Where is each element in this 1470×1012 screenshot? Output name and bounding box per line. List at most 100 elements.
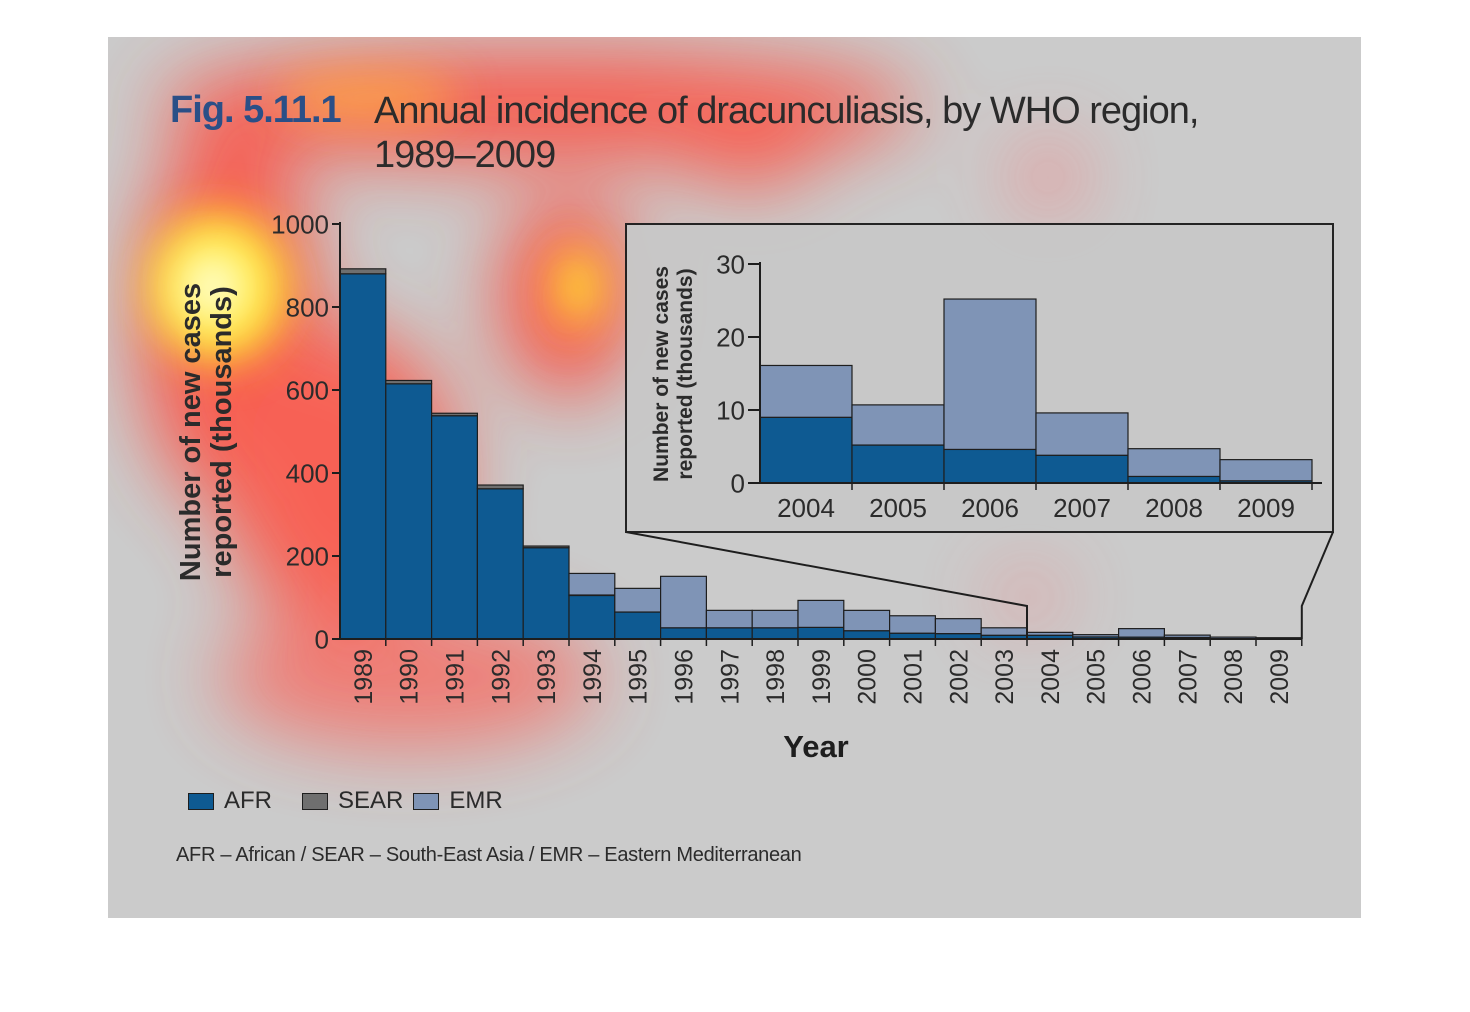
main-bar-afr-1990 — [385, 383, 433, 640]
main-y-tick-label-0: 0 — [315, 624, 329, 654]
inset-bar-emr-2004 — [759, 364, 853, 418]
main-bar-emr-2000 — [843, 609, 891, 632]
inset-x-tick-label-2009: 2009 — [1237, 493, 1295, 523]
main-x-tick-label-1994: 1994 — [579, 649, 607, 705]
main-x-axis-label: Year — [783, 729, 849, 764]
main-x-tick-label-1995: 1995 — [625, 649, 653, 705]
legend-item-afr: AFR — [188, 787, 272, 815]
figure-title: Annual incidence of dracunculiasis, by W… — [374, 90, 1199, 176]
main-y-axis-label-line-2: reported (thousands) — [206, 286, 238, 578]
main-y-tick-label-200: 200 — [286, 541, 329, 571]
inset-x-tick-label-2006: 2006 — [961, 493, 1019, 523]
main-bar-afr-1998 — [751, 627, 799, 640]
main-x-tick-label-2007: 2007 — [1174, 649, 1202, 705]
main-bar-afr-1997 — [705, 627, 753, 640]
main-x-tick-label-2009: 2009 — [1266, 649, 1294, 705]
legend-item-emr: EMR — [413, 787, 503, 815]
figure-number: Fig. 5.11.1 — [170, 89, 342, 131]
inset-y-tick-label-10: 10 — [716, 395, 745, 425]
main-bar-emr-2002 — [934, 618, 982, 635]
main-x-tick-label-2006: 2006 — [1129, 649, 1157, 705]
main-bar-emr-2005 — [1072, 634, 1120, 638]
inset-x-tick-label-2008: 2008 — [1145, 493, 1203, 523]
attention-heatmap-overlay — [138, 52, 1088, 747]
inset-bar-afr-2006 — [943, 448, 1037, 484]
main-x-tick-label-2002: 2002 — [945, 649, 973, 705]
main-x-tick-label-2000: 2000 — [854, 649, 882, 705]
inset-y-axis-label-line-1: Number of new cases — [650, 266, 673, 482]
main-bar-emr-1995 — [614, 587, 662, 613]
main-bar-sear-1990 — [385, 379, 433, 385]
main-bar-emr-2004 — [1026, 631, 1074, 636]
legend-swatch-sear — [302, 792, 328, 810]
main-bar-emr-2007 — [1163, 634, 1211, 639]
inset-bar-emr-2009 — [1219, 459, 1313, 482]
inset-bar-emr-2006 — [943, 298, 1037, 451]
main-bar-afr-1989 — [339, 273, 387, 640]
inset-bar-afr-2007 — [1035, 454, 1129, 484]
inset-x-tick-label-2007: 2007 — [1053, 493, 1111, 523]
main-bar-emr-1997 — [705, 609, 753, 629]
main-bar-emr-1999 — [797, 599, 845, 628]
inset-y-tick-label-0: 0 — [731, 468, 745, 498]
main-bar-emr-2003 — [980, 627, 1028, 636]
main-y-axis-label-line-1: Number of new cases — [175, 283, 207, 581]
main-x-tick-label-1996: 1996 — [671, 649, 699, 705]
legend-label-emr: EMR — [449, 787, 503, 814]
main-x-tick-label-2003: 2003 — [991, 649, 1019, 705]
main-bar-afr-1999 — [797, 626, 845, 640]
inset-y-tick-label-20: 20 — [716, 322, 745, 352]
inset-bar-afr-2005 — [851, 444, 945, 484]
main-bar-afr-1995 — [614, 611, 662, 640]
main-bar-afr-1991 — [431, 415, 479, 640]
main-bar-emr-1994 — [568, 572, 616, 596]
main-y-tick-label-400: 400 — [286, 458, 329, 488]
main-x-tick-label-1998: 1998 — [762, 649, 790, 705]
main-bar-afr-1992 — [476, 488, 524, 640]
main-y-tick-label-1000: 1000 — [271, 209, 329, 239]
main-x-tick-label-2005: 2005 — [1083, 649, 1111, 705]
main-bar-sear-1991 — [431, 412, 479, 417]
inset-bar-emr-2005 — [851, 404, 945, 446]
main-x-tick-label-2004: 2004 — [1037, 649, 1065, 705]
main-bar-emr-2006 — [1117, 628, 1165, 638]
main-bar-afr-2000 — [843, 630, 891, 640]
inset-bar-emr-2007 — [1035, 412, 1129, 456]
main-x-tick-label-2008: 2008 — [1220, 649, 1248, 705]
main-x-tick-label-1989: 1989 — [350, 649, 378, 705]
legend-item-sear: SEAR — [302, 787, 403, 815]
main-bar-afr-1996 — [659, 627, 707, 640]
main-x-tick-label-1990: 1990 — [396, 649, 424, 705]
legend-swatch-afr — [188, 792, 214, 810]
inset-y-tick-label-30: 30 — [716, 249, 745, 279]
main-bar-afr-1994 — [568, 594, 616, 640]
main-y-tick-label-800: 800 — [286, 292, 329, 322]
main-x-tick-label-1992: 1992 — [487, 649, 515, 705]
inset-x-tick-label-2004: 2004 — [777, 493, 835, 523]
main-x-tick-label-1991: 1991 — [442, 649, 470, 705]
inset-y-axis-label-line-2: reported (thousands) — [674, 268, 697, 479]
zoom-connector-left — [625, 531, 1028, 639]
main-bar-emr-1998 — [751, 609, 799, 629]
main-x-tick-label-1997: 1997 — [716, 649, 744, 705]
main-bar-emr-1996 — [659, 575, 707, 629]
main-x-tick-label-2001: 2001 — [900, 649, 928, 705]
main-bar-sear-1992 — [476, 484, 524, 490]
main-x-tick-label-1993: 1993 — [533, 649, 561, 705]
main-bar-emr-2001 — [888, 615, 936, 634]
inset-bar-afr-2004 — [759, 416, 853, 484]
main-bar-sear-1989 — [339, 268, 387, 275]
legend-label-afr: AFR — [224, 787, 272, 814]
figure-panel: Fig. 5.11.1 Annual incidence of dracuncu… — [108, 37, 1361, 918]
inset-x-tick-label-2005: 2005 — [869, 493, 927, 523]
main-y-tick-label-600: 600 — [286, 375, 329, 405]
footnote: AFR – African / SEAR – South-East Asia /… — [176, 844, 802, 866]
main-x-tick-label-1999: 1999 — [808, 649, 836, 705]
legend: AFR SEAR EMR — [188, 787, 513, 815]
main-bar-afr-1993 — [522, 547, 570, 640]
inset-bar-emr-2008 — [1127, 448, 1221, 478]
main-bar-sear-1993 — [522, 545, 570, 549]
zoom-connector-right — [1300, 531, 1334, 639]
legend-label-sear: SEAR — [338, 787, 404, 814]
